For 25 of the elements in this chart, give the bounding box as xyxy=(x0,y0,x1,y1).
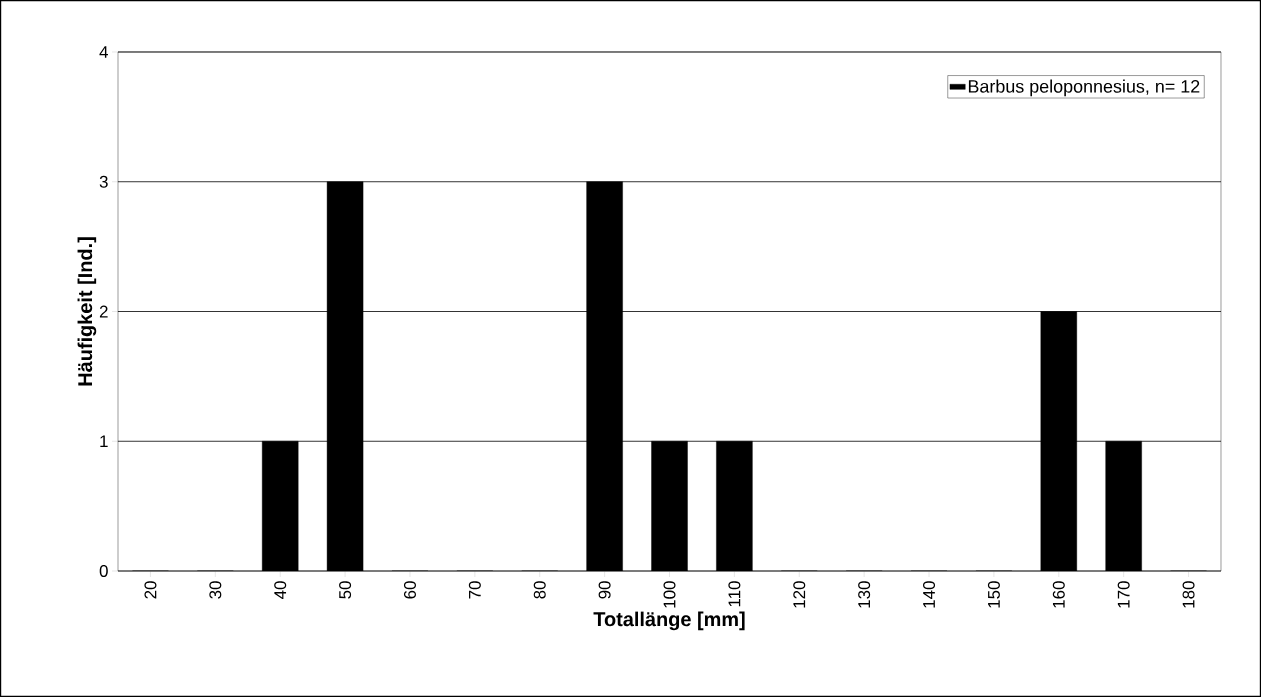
x-tick-label: 110 xyxy=(728,581,741,607)
x-tick-label: 40 xyxy=(274,581,287,599)
x-tick-label: 30 xyxy=(209,581,222,599)
x-tick-label: 70 xyxy=(468,581,481,599)
y-tick-label: 4 xyxy=(99,46,108,58)
x-tick-label: 60 xyxy=(403,581,416,599)
x-tick-label: 120 xyxy=(793,581,806,608)
x-tick-label: 90 xyxy=(598,581,611,599)
x-tick-label: 50 xyxy=(339,581,352,599)
y-axis-title: Häufigkeit [Ind.] xyxy=(77,237,97,386)
x-tick-label: 130 xyxy=(858,581,871,608)
y-tick-label: 3 xyxy=(99,175,108,188)
x-tick-label: 150 xyxy=(987,581,1000,608)
x-tick-label: 180 xyxy=(1182,581,1195,608)
x-tick-label: 140 xyxy=(923,581,936,608)
x-tick-label: 20 xyxy=(144,581,157,599)
y-tick-label: 2 xyxy=(99,305,108,318)
x-tick-label: 80 xyxy=(533,581,546,599)
legend-label: Barbus peloponnesius, n= 12 xyxy=(968,79,1200,97)
x-tick-label: 160 xyxy=(1052,581,1065,608)
x-tick-label: 170 xyxy=(1117,581,1130,608)
x-tick-label: 100 xyxy=(663,581,676,608)
x-axis-title: Totallänge [mm] xyxy=(593,611,745,631)
y-tick-label: 0 xyxy=(99,565,108,577)
y-tick-label: 1 xyxy=(100,435,108,448)
